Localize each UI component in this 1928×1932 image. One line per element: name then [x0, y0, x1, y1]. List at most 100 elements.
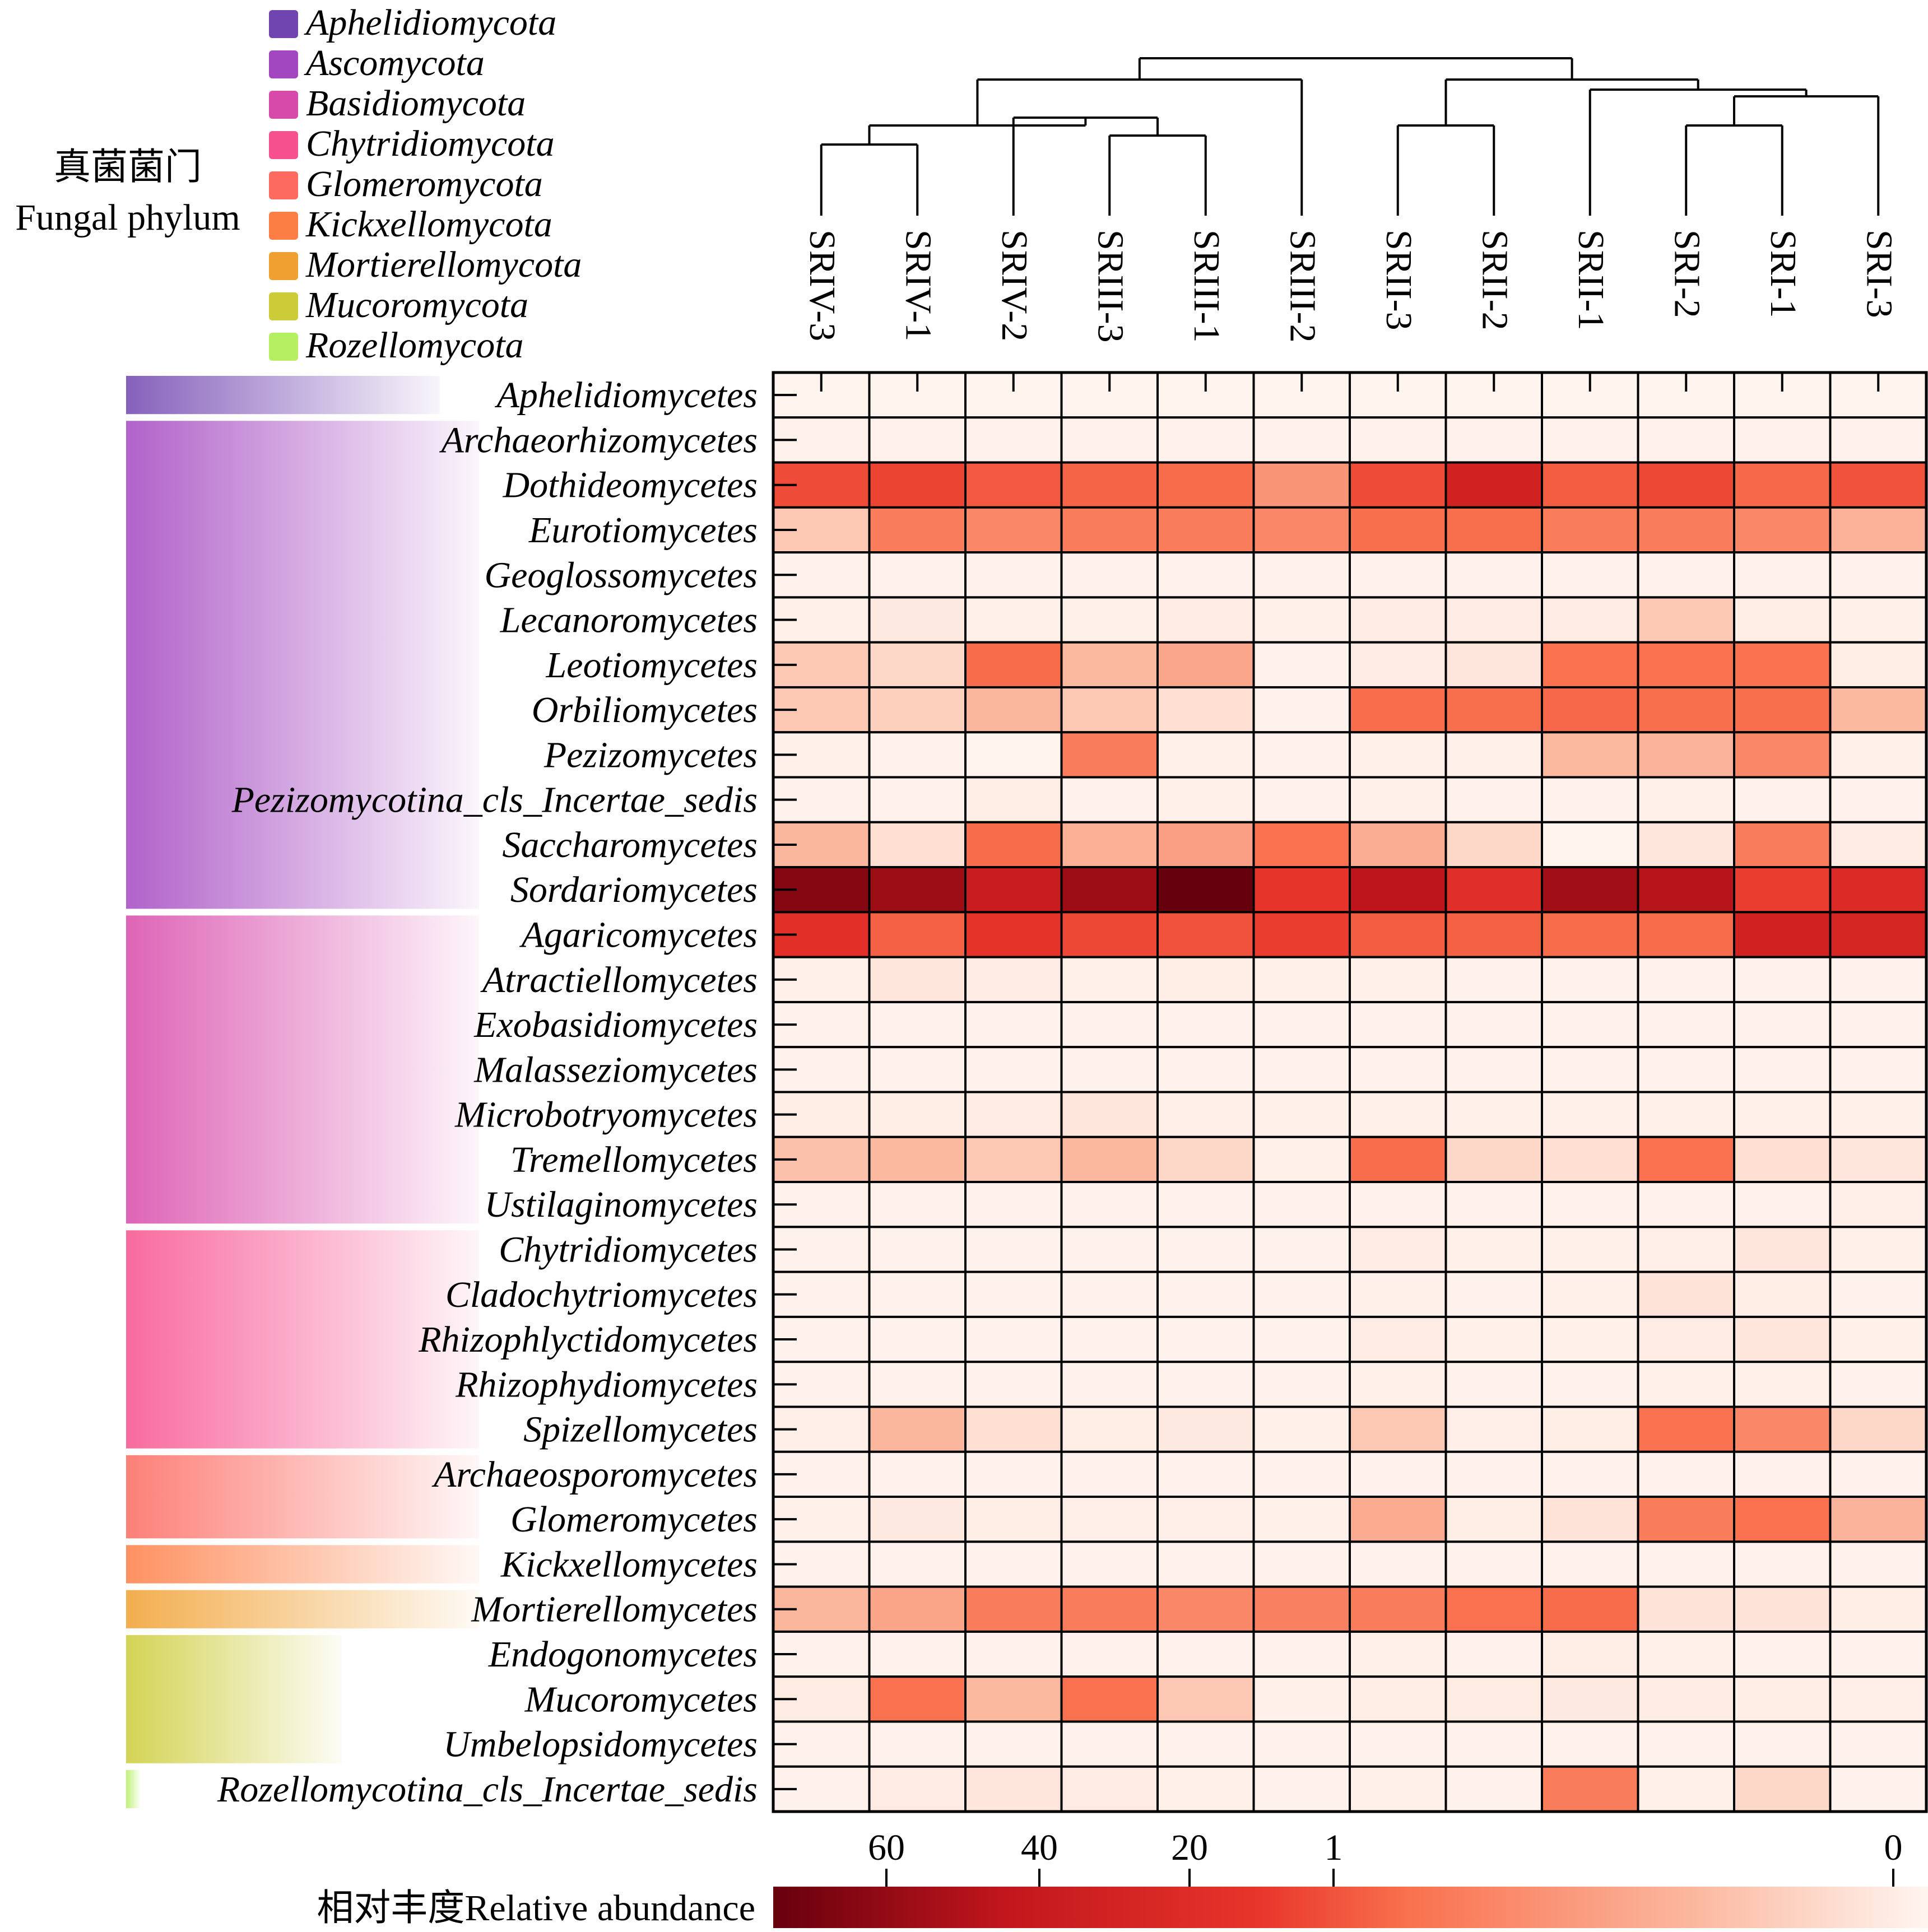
row-label-tremellomycetes: Tremellomycetes — [510, 1139, 758, 1180]
column-label-srii-3: SRII-3 — [1378, 230, 1419, 330]
row-label-geoglossomycetes: Geoglossomycetes — [484, 555, 758, 595]
colorbar-tick-label: 20 — [1171, 1827, 1208, 1868]
heatmap-cell — [1349, 1765, 1447, 1813]
heatmap-cell — [1060, 1226, 1159, 1273]
heatmap-cell — [1637, 1720, 1735, 1768]
heatmap-cell — [868, 686, 967, 734]
heatmap-cell — [1444, 1091, 1543, 1138]
column-labels: SRIV-3 SRIV-1 SRIV-2 SRIII-3 SRIII-1 SRIII-2 S… — [802, 230, 1900, 343]
legend-label-mucoromycota: Mucoromycota — [305, 285, 528, 325]
heatmap-cell — [1637, 821, 1735, 869]
heatmap-cell — [1733, 1091, 1832, 1138]
heatmap-cell — [1252, 1000, 1351, 1049]
heatmap-cell — [1541, 1135, 1639, 1184]
heatmap-cell — [1349, 506, 1447, 554]
column-label-sri-1: SRI-1 — [1763, 230, 1804, 318]
heatmap-cell — [964, 686, 1063, 734]
heatmap-cell — [1060, 1630, 1159, 1678]
heatmap-cell — [1541, 1450, 1639, 1498]
heatmap-cell — [1444, 1135, 1543, 1184]
heatmap-cell — [1637, 1765, 1735, 1813]
legend-swatch-basidiomycota — [269, 91, 298, 119]
heatmap-cell — [1252, 1046, 1351, 1093]
row-label-dothideomycetes: Dothideomycetes — [503, 465, 758, 506]
heatmap-cell — [964, 641, 1063, 688]
heatmap-cell — [868, 1270, 967, 1318]
row-label-cladochytriomycetes: Cladochytriomycetes — [445, 1274, 758, 1315]
heatmap-cell — [1541, 731, 1639, 779]
heatmap-cell — [1060, 1270, 1159, 1318]
heatmap-cell — [1733, 1765, 1832, 1813]
heatmap-cell — [1252, 956, 1351, 1003]
heatmap-cell — [1829, 506, 1927, 554]
heatmap-cell — [1349, 776, 1447, 823]
heatmap-cell — [1349, 1675, 1447, 1723]
heatmap-cell — [964, 1181, 1063, 1228]
heatmap-cell — [1060, 911, 1159, 958]
row-label-agaricomycetes: Agaricomycetes — [519, 915, 758, 956]
legend-swatch-chytridiomycota — [269, 131, 298, 159]
heatmap-cell — [1349, 686, 1447, 734]
heatmap-cell — [1060, 596, 1159, 644]
heatmap-cell — [1541, 911, 1639, 958]
heatmap-cell — [1444, 686, 1543, 734]
column-dendrogram — [820, 57, 1880, 216]
heatmap-cell — [1349, 1585, 1447, 1633]
heatmap-cell — [1733, 821, 1832, 869]
heatmap-cell — [1829, 731, 1927, 779]
heatmap-cell — [1252, 1765, 1351, 1813]
column-label-sri-3: SRI-3 — [1859, 230, 1899, 318]
heatmap-cell — [1637, 1046, 1735, 1093]
heatmap-cell — [1541, 596, 1639, 644]
heatmap-cell — [868, 1765, 967, 1813]
colorbar-ticks: 60 40 20 1 0 — [868, 1827, 1903, 1887]
heatmap-cell — [1829, 641, 1927, 688]
heatmap-cell — [1829, 461, 1927, 509]
heatmap-cell — [1829, 1720, 1927, 1768]
heatmap-cell — [1444, 1405, 1543, 1453]
axis-ticks — [774, 373, 1880, 1790]
heatmap-cell — [964, 866, 1063, 914]
heatmap-cell — [1252, 461, 1351, 509]
heatmap-cell — [1733, 1630, 1832, 1678]
row-label-rhizophydiomycetes: Rhizophydiomycetes — [455, 1364, 758, 1405]
heatmap-cell — [1252, 1585, 1351, 1633]
heatmap-cell — [1444, 1270, 1543, 1318]
legend-swatch-aphelidiomycota — [269, 10, 298, 38]
heatmap-cell — [868, 1720, 967, 1768]
heatmap-cell — [1829, 1270, 1927, 1318]
heatmap-cell — [964, 1585, 1063, 1633]
heatmap-cell — [1637, 1496, 1735, 1543]
heatmap-cell — [1060, 416, 1159, 464]
heatmap-cell — [1637, 1135, 1735, 1184]
heatmap-cell — [964, 506, 1063, 554]
heatmap-cell — [1444, 641, 1543, 688]
legend-title-en: Fungal phylum — [15, 197, 240, 238]
heatmap-cell — [1541, 551, 1639, 599]
heatmap-cell — [964, 1361, 1063, 1408]
heatmap-cell — [1156, 1496, 1255, 1543]
heatmap-cell — [1252, 1675, 1351, 1723]
legend-swatch-ascomycota — [269, 50, 298, 78]
heatmap-cell — [1733, 1540, 1832, 1588]
heatmap-cell — [1733, 416, 1832, 464]
heatmap-cell — [1060, 1046, 1159, 1093]
row-label-lecanoromycetes: Lecanoromycetes — [500, 600, 758, 641]
heatmap-cell — [1541, 506, 1639, 554]
heatmap-cell — [1541, 1091, 1639, 1138]
heatmap-cell — [1252, 1405, 1351, 1453]
heatmap-cell — [1444, 1226, 1543, 1273]
heatmap-cell — [1733, 1046, 1832, 1093]
heatmap-cell — [964, 1091, 1063, 1138]
heatmap-cell — [1349, 416, 1447, 464]
heatmap-cell — [1252, 821, 1351, 869]
heatmap-cell — [964, 821, 1063, 869]
heatmap-cell — [1733, 1585, 1832, 1633]
heatmap-cell — [868, 1315, 967, 1363]
heatmap-cell — [1060, 1091, 1159, 1138]
heatmap-cell — [1349, 1135, 1447, 1184]
heatmap-cell — [964, 1046, 1063, 1093]
heatmap-cell — [1829, 1675, 1927, 1723]
heatmap-cell — [1444, 461, 1543, 509]
